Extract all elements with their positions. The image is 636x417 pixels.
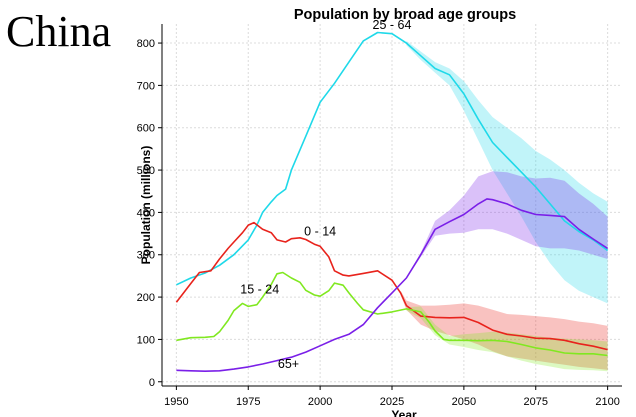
y-axis-label: Population (millions) [139,146,153,265]
x-tick-label: 1950 [164,396,188,408]
series-label: 0 - 14 [304,225,336,239]
x-tick-label: 2075 [524,396,548,408]
y-tick-label: 600 [137,123,155,135]
line-25-64 [176,31,609,286]
series-label: 65+ [278,357,299,371]
y-tick-label: 300 [137,250,155,262]
country-label: China [6,7,112,56]
x-tick-label: 2000 [308,396,332,408]
y-tick-label: 500 [137,165,155,177]
series-label: 25 - 64 [373,18,412,32]
y-tick-label: 200 [137,292,155,304]
y-tick-label: 0 [149,377,155,389]
x-tick-label: 2025 [380,396,404,408]
series-label: 15 - 24 [240,283,279,297]
tick-labels: 0 100 200 300 400 500 600 700 800 1950 1975 2000 202… [137,38,620,408]
y-tick-label: 400 [137,207,155,219]
series-labels: 25 - 64 0 - 14 15 - 24 65+ [240,18,411,371]
x-axis-label: Year [391,408,417,417]
grid-lines [162,24,622,386]
line-65- [176,198,609,372]
line-15-24 [176,271,608,357]
band-15-24 [406,306,608,372]
chart-title: Population by broad age groups [294,7,516,23]
line-0-14 [175,221,608,351]
band-0-14 [400,290,608,370]
y-tick-label: 700 [137,80,155,92]
series-lines [175,31,609,372]
band-25-64 [406,40,608,304]
y-tick-label: 100 [137,334,155,346]
x-tick-label: 2100 [595,396,619,408]
uncertainty-bands [400,40,608,372]
x-tick-label: 1975 [236,396,260,408]
band-65- [406,171,608,279]
x-tick-label: 2050 [452,396,476,408]
axes [158,24,622,390]
y-tick-label: 800 [137,38,155,50]
